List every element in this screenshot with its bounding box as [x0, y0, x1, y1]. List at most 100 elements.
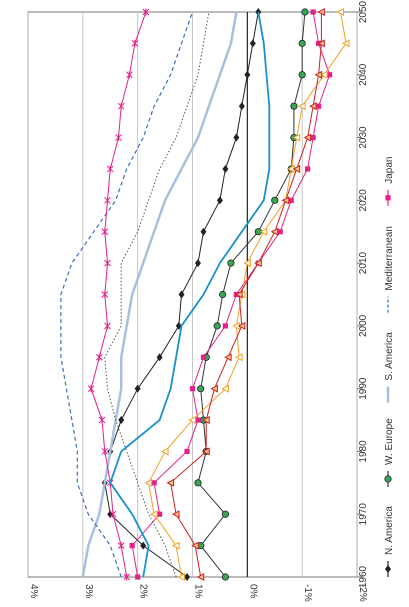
data-point [290, 102, 298, 110]
data-point [115, 134, 122, 142]
data-point [191, 541, 199, 550]
x-tick-label: 2020 [358, 189, 369, 212]
data-point [235, 353, 243, 362]
data-point [385, 565, 391, 573]
data-point [106, 165, 114, 173]
data-point [104, 259, 111, 267]
data-point [221, 384, 229, 393]
data-point [210, 384, 218, 393]
data-point [184, 573, 191, 581]
series-6 [144, 7, 350, 582]
data-point [101, 291, 109, 298]
x-tick-label: 2030 [358, 126, 369, 149]
data-point [200, 354, 207, 360]
y-tick-label: 2% [138, 584, 149, 599]
data-point [316, 103, 322, 109]
data-point [309, 102, 317, 111]
series-line [81, 11, 238, 578]
data-point [151, 480, 157, 486]
data-point [109, 510, 117, 518]
data-point [213, 322, 221, 330]
legend-item: W. Europe [384, 418, 395, 487]
data-point [222, 323, 228, 329]
data-point [166, 478, 175, 487]
data-point [303, 133, 312, 142]
legend-label: W. Europe [384, 418, 395, 465]
data-point [216, 196, 223, 205]
y-tick-label: 0% [247, 584, 258, 599]
legend-label: Mediterranean [384, 226, 395, 290]
data-point [235, 290, 243, 299]
data-point [221, 510, 229, 518]
data-point [237, 321, 246, 330]
y-tick-label: -2% [357, 584, 368, 602]
data-point [104, 322, 111, 330]
data-point [259, 227, 268, 236]
data-point [310, 134, 316, 141]
data-point [298, 102, 306, 111]
data-point [238, 102, 245, 111]
legend-item: S. America [384, 332, 395, 403]
series-layer [60, 7, 350, 582]
y-tick-label: -1% [302, 584, 313, 602]
x-tick-label: 2050 [358, 0, 369, 23]
y-tick-label: 1% [193, 584, 204, 599]
data-point [336, 7, 345, 17]
data-point [233, 133, 240, 142]
x-tick-label: 2010 [358, 252, 369, 275]
series-line [109, 11, 271, 578]
data-point [292, 133, 301, 142]
legend-item: N. America [384, 506, 395, 577]
data-point [194, 479, 202, 487]
data-point [227, 259, 235, 267]
data-point [189, 386, 196, 392]
data-point [326, 72, 333, 78]
data-point [156, 353, 163, 362]
data-point [317, 7, 325, 17]
data-point [184, 448, 190, 455]
data-point [140, 541, 147, 550]
data-point [243, 259, 251, 268]
series-8 [104, 11, 210, 578]
data-point [98, 416, 106, 424]
data-point [101, 228, 109, 236]
data-point [320, 70, 328, 79]
data-point [305, 166, 311, 172]
series-7 [166, 7, 325, 582]
data-point [107, 510, 114, 519]
data-point [281, 196, 290, 205]
data-point [224, 353, 232, 362]
y-tick-label: 4% [28, 584, 39, 599]
data-point [385, 195, 391, 201]
x-tick-label: 2040 [358, 63, 369, 86]
data-point [135, 574, 141, 580]
data-point [270, 227, 279, 236]
data-point [202, 416, 210, 425]
data-point [104, 196, 111, 204]
x-tick-label: 1980 [358, 440, 369, 463]
data-point [195, 417, 201, 423]
data-point [314, 70, 323, 79]
legend-item: Japan [384, 157, 395, 206]
data-point [194, 259, 201, 268]
series-2 [81, 11, 238, 578]
data-point [317, 39, 325, 48]
data-point [197, 385, 205, 393]
data-point [177, 572, 186, 582]
data-point [178, 290, 185, 299]
data-point [144, 478, 153, 487]
legend-item: Mediterranean [384, 226, 395, 313]
axes: 4% 3% 2% 1% 0% -1% -2%1960 1970 1980 1990 2000 2010… [28, 0, 369, 601]
data-point [244, 70, 251, 79]
data-point [131, 39, 139, 47]
data-point [101, 447, 109, 455]
x-tick-label: 2000 [358, 314, 369, 337]
series-line [104, 11, 210, 578]
y-tick-label: 3% [83, 584, 94, 599]
x-tick-label: 1990 [358, 377, 369, 400]
data-point [117, 102, 125, 110]
data-point [271, 196, 279, 204]
data-point [310, 9, 316, 15]
